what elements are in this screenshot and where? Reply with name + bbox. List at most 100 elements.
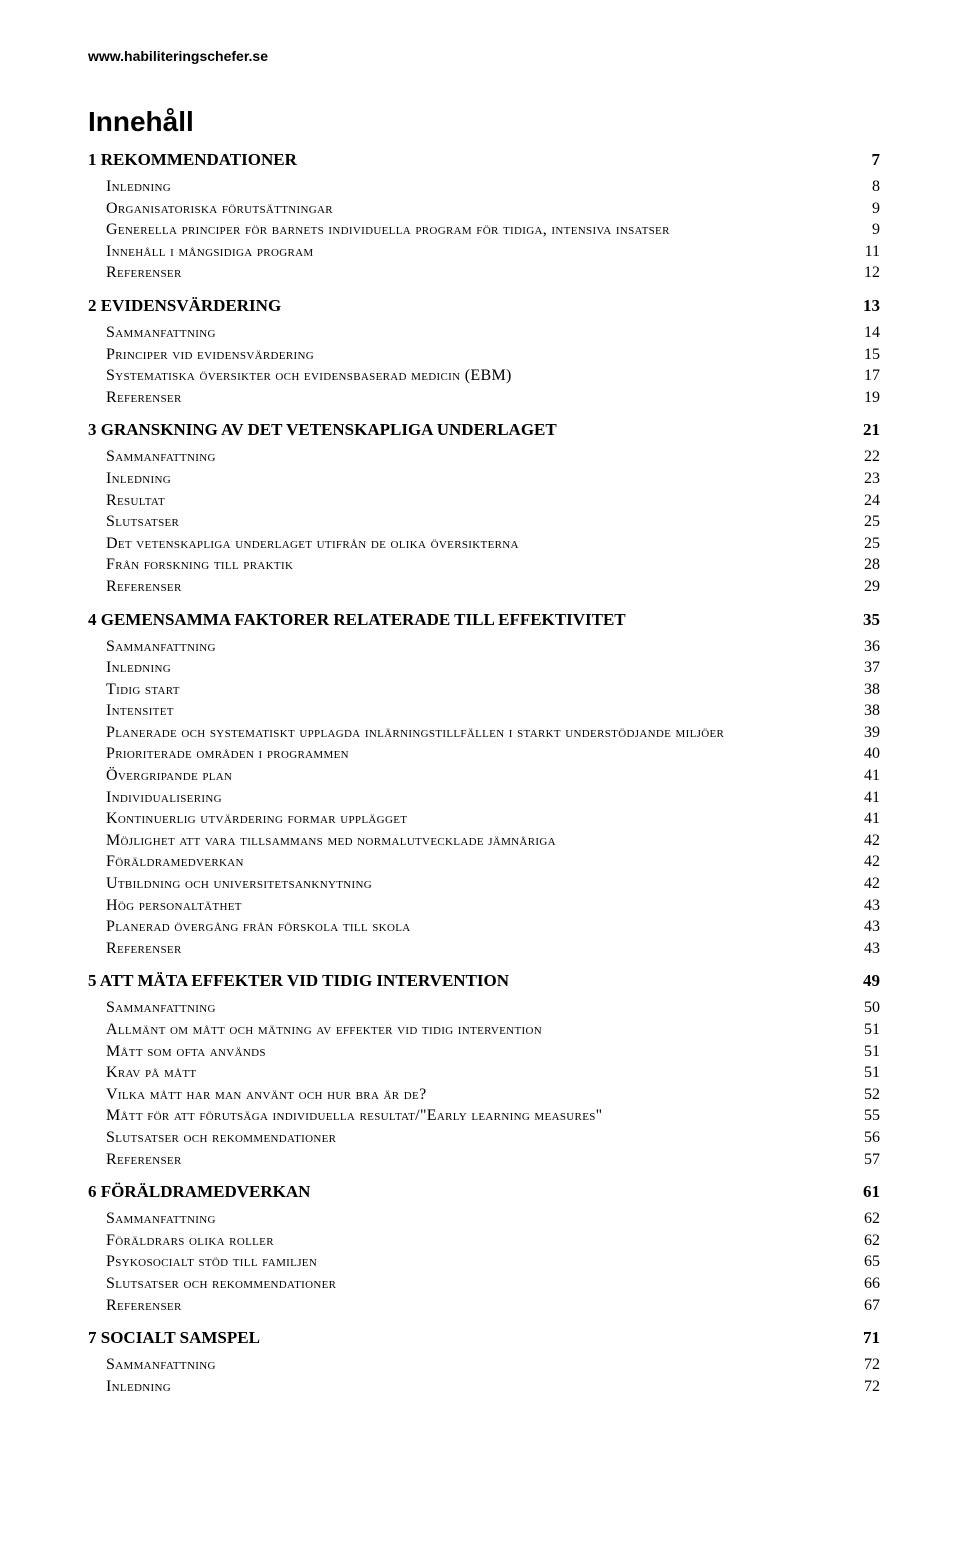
toc-entry-label: Organisatoriska förutsättningar xyxy=(106,198,333,220)
toc-entry-page: 42 xyxy=(864,830,880,852)
toc-entry-page: 39 xyxy=(864,722,880,744)
toc-entry-row: Föräldrars olika roller62 xyxy=(88,1230,880,1252)
toc-entry-label: Krav på mått xyxy=(106,1062,196,1084)
toc-entry-label: Sammanfattning xyxy=(106,1354,216,1376)
toc-entry-row: Tidig start38 xyxy=(88,679,880,701)
toc-section-heading: 7 SOCIALT SAMSPEL xyxy=(88,1328,260,1348)
toc-entry-page: 52 xyxy=(864,1084,880,1106)
toc-entry-page: 14 xyxy=(864,322,880,344)
toc-entry-page: 55 xyxy=(864,1105,880,1127)
toc-entry-row: Mått för att förutsäga individuella resu… xyxy=(88,1105,880,1127)
toc-entry-label: Referenser xyxy=(106,1149,182,1171)
toc-entry-row: Övergripande plan41 xyxy=(88,765,880,787)
toc-entry-row: Utbildning och universitetsanknytning42 xyxy=(88,873,880,895)
toc-entry-page: 22 xyxy=(864,446,880,468)
toc-section-heading: 1 REKOMMENDATIONER xyxy=(88,150,297,170)
toc-entry-page: 9 xyxy=(872,219,880,241)
toc-entry-label: Möjlighet att vara tillsammans med norma… xyxy=(106,830,556,852)
toc-entry-page: 67 xyxy=(864,1295,880,1317)
toc-entry-row: Det vetenskapliga underlaget utifrån de … xyxy=(88,533,880,555)
toc-entry-row: Krav på mått 51 xyxy=(88,1062,880,1084)
toc-entry-label: Mått för att förutsäga individuella resu… xyxy=(106,1105,603,1127)
toc-entry-row: Innehåll i mångsidiga program11 xyxy=(88,241,880,263)
toc-entry-label: Innehåll i mångsidiga program xyxy=(106,241,314,263)
toc-entry-row: Slutsatser25 xyxy=(88,511,880,533)
toc-entry-page: 25 xyxy=(864,511,880,533)
toc-entry-page: 65 xyxy=(864,1251,880,1273)
toc-section-page: 7 xyxy=(872,150,881,170)
toc-entry-page: 62 xyxy=(864,1208,880,1230)
toc-entry-label: Inledning xyxy=(106,657,171,679)
toc-entry-page: 25 xyxy=(864,533,880,555)
toc-entry-label: Sammanfattning xyxy=(106,1208,216,1230)
toc-entry-page: 51 xyxy=(864,1062,880,1084)
toc-entry-label: Planerad övergång från förskola till sko… xyxy=(106,916,411,938)
toc-entry-row: Resultat24 xyxy=(88,490,880,512)
toc-entry-page: 43 xyxy=(864,895,880,917)
toc-entry-label: Referenser xyxy=(106,262,182,284)
toc-entry-row: Principer vid evidensvärdering15 xyxy=(88,344,880,366)
toc-entry-page: 43 xyxy=(864,916,880,938)
toc-entry-label: Individualisering xyxy=(106,787,222,809)
toc-entry-label: Principer vid evidensvärdering xyxy=(106,344,314,366)
toc-entry-page: 62 xyxy=(864,1230,880,1252)
toc-section-page: 21 xyxy=(863,420,880,440)
toc-section-page: 35 xyxy=(863,610,880,630)
toc-section-heading-row: 6 FÖRÄLDRAMEDVERKAN 61 xyxy=(88,1182,880,1202)
toc-entry-row: Inledning8 xyxy=(88,176,880,198)
toc-entry-label: Mått som ofta används xyxy=(106,1041,266,1063)
toc-entry-row: Sammanfattning72 xyxy=(88,1354,880,1376)
toc-entry-row: Vilka mått har man använt och hur bra är… xyxy=(88,1084,880,1106)
toc-section-heading: 6 FÖRÄLDRAMEDVERKAN xyxy=(88,1182,310,1202)
toc-entry-page: 9 xyxy=(872,198,880,220)
toc-entry-page: 36 xyxy=(864,636,880,658)
toc-section-page: 13 xyxy=(863,296,880,316)
toc-entry-row: Referenser43 xyxy=(88,938,880,960)
toc-entry-page: 40 xyxy=(864,743,880,765)
toc-section: 3 GRANSKNING AV DET VETENSKAPLIGA UNDERL… xyxy=(88,420,880,597)
toc-entry-label: Det vetenskapliga underlaget utifrån de … xyxy=(106,533,519,555)
toc-entry-label: Systematiska översikter och evidensbaser… xyxy=(106,365,512,387)
toc-entry-page: 41 xyxy=(864,787,880,809)
toc-section-heading-row: 7 SOCIALT SAMSPEL 71 xyxy=(88,1328,880,1348)
toc-entry-label: Referenser xyxy=(106,387,182,409)
toc-entry-label: Slutsatser och rekommendationer xyxy=(106,1273,336,1295)
toc-section-page: 71 xyxy=(863,1328,880,1348)
toc-section: 7 SOCIALT SAMSPEL71Sammanfattning72Inled… xyxy=(88,1328,880,1397)
toc-entry-page: 8 xyxy=(872,176,880,198)
toc-entry-row: Hög personaltäthet 43 xyxy=(88,895,880,917)
toc-entry-label: Psykosocialt stöd till familjen xyxy=(106,1251,317,1273)
toc-entry-row: Sammanfattning 22 xyxy=(88,446,880,468)
toc-entry-row: Slutsatser och rekommendationer56 xyxy=(88,1127,880,1149)
toc-entry-row: Referenser29 xyxy=(88,576,880,598)
toc-section-heading: 2 EVIDENSVÄRDERING xyxy=(88,296,281,316)
table-of-contents: 1 REKOMMENDATIONER7Inledning8Organisator… xyxy=(88,150,880,1397)
toc-entry-row: Referenser57 xyxy=(88,1149,880,1171)
toc-section-page: 61 xyxy=(863,1182,880,1202)
toc-section-heading-row: 2 EVIDENSVÄRDERING 13 xyxy=(88,296,880,316)
toc-entry-page: 17 xyxy=(864,365,880,387)
toc-entry-label: Inledning xyxy=(106,468,171,490)
toc-entry-page: 38 xyxy=(864,700,880,722)
toc-entry-page: 51 xyxy=(864,1041,880,1063)
document-page: www.habiliteringschefer.se Innehåll 1 RE… xyxy=(0,0,960,1451)
toc-entry-row: Prioriterade områden i programmen40 xyxy=(88,743,880,765)
toc-section: 2 EVIDENSVÄRDERING 13 Sammanfattning14Prin… xyxy=(88,296,880,408)
toc-entry-row: Psykosocialt stöd till familjen 65 xyxy=(88,1251,880,1273)
toc-entry-label: Slutsatser och rekommendationer xyxy=(106,1127,336,1149)
toc-section: 4 GEMENSAMMA FAKTORER RELATERADE TILL EF… xyxy=(88,610,880,960)
toc-entry-label: Hög personaltäthet xyxy=(106,895,242,917)
toc-section: 1 REKOMMENDATIONER 7 Inledning8Organisator… xyxy=(88,150,880,284)
toc-entry-label: Kontinuerlig utvärdering formar upplägge… xyxy=(106,808,407,830)
toc-entry-row: Från forskning till praktik28 xyxy=(88,554,880,576)
toc-section-heading: 3 GRANSKNING AV DET VETENSKAPLIGA UNDERL… xyxy=(88,420,557,440)
toc-entry-row: Sammanfattning14 xyxy=(88,322,880,344)
toc-entry-row: Intensitet38 xyxy=(88,700,880,722)
toc-entry-label: Sammanfattning xyxy=(106,446,216,468)
toc-entry-row: Referenser12 xyxy=(88,262,880,284)
toc-entry-row: Kontinuerlig utvärdering formar upplägge… xyxy=(88,808,880,830)
toc-section-page: 49 xyxy=(863,971,880,991)
toc-entry-page: 43 xyxy=(864,938,880,960)
toc-entry-label: Sammanfattning xyxy=(106,997,216,1019)
document-title: Innehåll xyxy=(88,106,880,138)
